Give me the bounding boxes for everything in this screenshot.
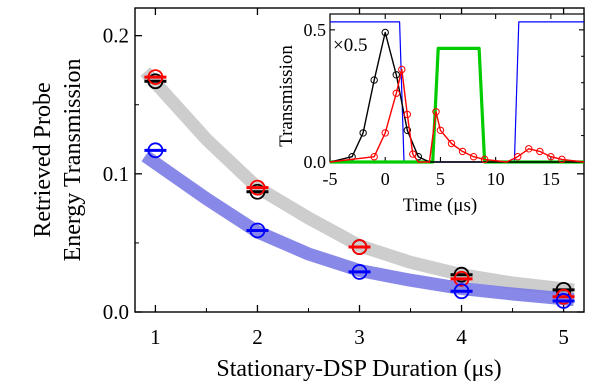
- inset-retrieved-probe-line-marker: [392, 89, 400, 97]
- inset-input-probe-line-marker: [370, 76, 378, 84]
- main-y-tick-label: 0.1: [103, 162, 129, 186]
- inset-retrieved-probe-line-marker: [381, 129, 389, 137]
- inset-retrieved-probe-line-marker: [458, 147, 467, 156]
- main-x-tick-label: 2: [252, 325, 263, 349]
- inset-retrieved-probe-line-marker: [469, 153, 478, 161]
- inset-input-probe-line-marker: [359, 129, 367, 137]
- main-x-tick-label: 3: [354, 325, 365, 349]
- inset-scale-annotation: ×0.5: [333, 35, 367, 56]
- main-x-axis-label: Stationary-DSP Duration (μs): [216, 356, 501, 382]
- inset-input-probe-line-marker: [392, 71, 400, 79]
- inset-ticks: -5 0 5 10 15 0.0 0.5: [304, 14, 584, 189]
- main-points: [144, 69, 575, 309]
- inset-input-probe-line: [329, 31, 584, 163]
- inset-retrieved-probe-line-marker: [409, 150, 417, 158]
- inset-x-tick-label: 10: [487, 169, 505, 189]
- inset-plot-frame: [329, 13, 585, 163]
- inset-y-tick-label: 0.0: [304, 152, 327, 172]
- inset-retrieved-probe-line: [329, 68, 585, 163]
- inset-retrieved-probe-line-marker: [370, 153, 378, 161]
- main-x-tick-label: 1: [150, 325, 161, 349]
- inset-y-tick-label: 0.5: [304, 20, 327, 40]
- inset-input-probe-line-marker: [403, 126, 412, 134]
- main-x-tick-label: 4: [456, 325, 467, 349]
- inset-retrieved-probe-line-marker: [398, 65, 406, 74]
- inset-x-tick-label: 15: [542, 169, 560, 189]
- main-y-axis-label-line2: Energy Transmission: [60, 59, 86, 262]
- inset-retrieved-probe-line-marker: [403, 110, 412, 119]
- inset-retrieved-probe-line-marker: [432, 108, 440, 116]
- inset-retrieved-probe-line-marker: [514, 153, 522, 161]
- inset-retrieved-probe-line-marker: [536, 147, 544, 156]
- main-x-tick-label: 5: [558, 325, 569, 349]
- inset-input-probe-line-marker: [381, 28, 389, 37]
- main-y-axis-label-line1: Retrieved Probe: [30, 82, 56, 237]
- inset-x-tick-label: -5: [323, 169, 338, 189]
- inset-retrieved-probe-line-marker: [558, 155, 566, 164]
- inset-retrieved-probe-line-marker: [480, 155, 489, 164]
- inset-x-axis-label: Time (μs): [403, 195, 477, 216]
- inset-retrieved-probe-line-marker: [525, 145, 533, 153]
- inset-y-axis-label: Transmission: [276, 45, 297, 147]
- inset-retrieved-probe-line-marker: [447, 139, 456, 148]
- main-y-tick-label: 0.0: [103, 300, 129, 324]
- main-y-tick-label: 0.2: [103, 24, 129, 48]
- inset-x-tick-label: 5: [436, 169, 445, 189]
- inset-retrieved-probe-line-marker: [547, 153, 555, 161]
- inset-retrieved-probe-line-marker: [436, 126, 445, 134]
- inset-lines: [329, 21, 585, 164]
- inset-x-tick-label: 0: [381, 169, 390, 189]
